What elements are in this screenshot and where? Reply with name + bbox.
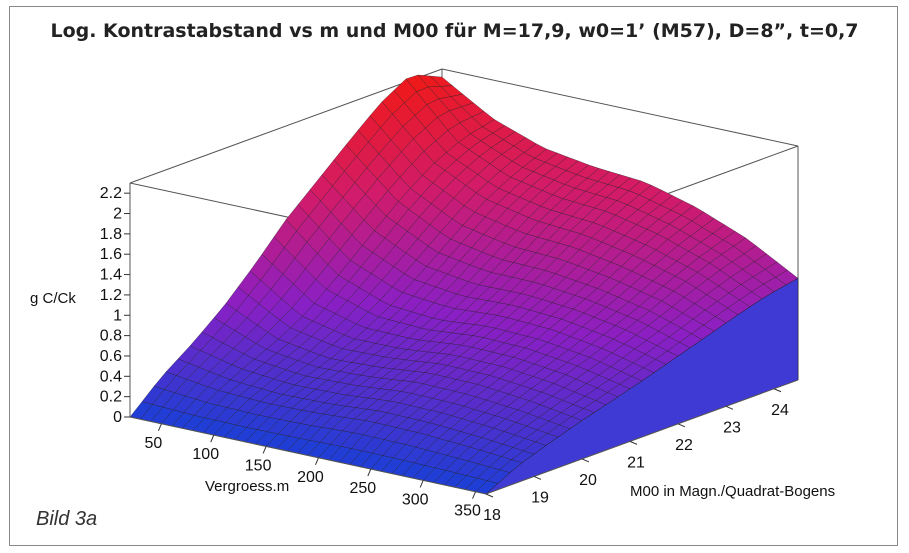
z-tick-label: 1.6 [100, 246, 122, 263]
y-tick-label: 22 [675, 437, 693, 454]
y-tick-label: 19 [531, 489, 549, 506]
x-tick-label: 150 [245, 457, 272, 474]
y-axis-label: M00 in Magn./Quadrat-Bogens [630, 483, 835, 500]
box-edge [129, 68, 443, 184]
x-tick-label: 350 [454, 503, 481, 520]
z-tick-label: 0 [113, 409, 122, 426]
x-tick-mark [419, 480, 424, 488]
y-tick-label: 18 [483, 507, 501, 524]
z-tick-label: 0.4 [100, 368, 122, 385]
y-tick-label: 23 [723, 419, 741, 436]
x-tick-mark [210, 434, 215, 443]
x-tick-mark [367, 468, 372, 477]
y-tick-mark [725, 405, 734, 410]
x-tick-mark [315, 457, 319, 465]
y-tick-label: 21 [627, 454, 645, 471]
axis-ticks: 0 0.2 0.4 0.6 0.8 1 1.2 1.4 1.6 1.8 2 2.2 50 100 150 20… [100, 185, 789, 524]
x-tick-label: 300 [402, 491, 429, 508]
plot-box-front [129, 183, 799, 495]
x-axis-label: Vergroess.m [205, 478, 289, 495]
z-tick-label: 1.4 [100, 267, 122, 284]
x-tick-label: 250 [349, 480, 376, 497]
surface-right-skirt [485, 277, 799, 495]
x-tick-label: 200 [297, 469, 324, 486]
z-tick-label: 1 [113, 307, 122, 324]
x-tick-label: 100 [192, 446, 219, 463]
x-axis-line [129, 416, 487, 495]
y-tick-mark [629, 440, 638, 445]
z-tick-label: 1.2 [100, 287, 122, 304]
x-tick-mark [472, 491, 476, 499]
box-edge [441, 68, 799, 147]
y-axis-line [485, 379, 799, 495]
surface-mesh [129, 74, 799, 495]
y-tick-mark [581, 458, 590, 463]
y-tick-label: 24 [771, 402, 789, 419]
z-axis-label: g C/Ck [30, 290, 76, 307]
y-tick-mark [773, 388, 782, 393]
x-tick-label: 50 [145, 435, 163, 452]
z-tick-label: 1.8 [100, 226, 122, 243]
z-tick-label: 2.2 [100, 185, 122, 202]
z-tick-label: 2 [113, 206, 122, 223]
y-tick-mark [533, 476, 542, 480]
z-tick-label: 0.2 [100, 389, 122, 406]
y-tick-label: 20 [579, 472, 597, 489]
z-tick-label: 0.6 [100, 348, 122, 365]
z-tick-label: 0.8 [100, 328, 122, 345]
figure-caption: Bild 3a [36, 508, 98, 530]
y-tick-mark [677, 423, 686, 428]
y-tick-mark [485, 493, 494, 498]
x-tick-mark [157, 423, 162, 431]
chart-title: Log. Kontrastabstand vs m und M00 für M=… [50, 20, 859, 42]
x-tick-mark [262, 446, 267, 454]
